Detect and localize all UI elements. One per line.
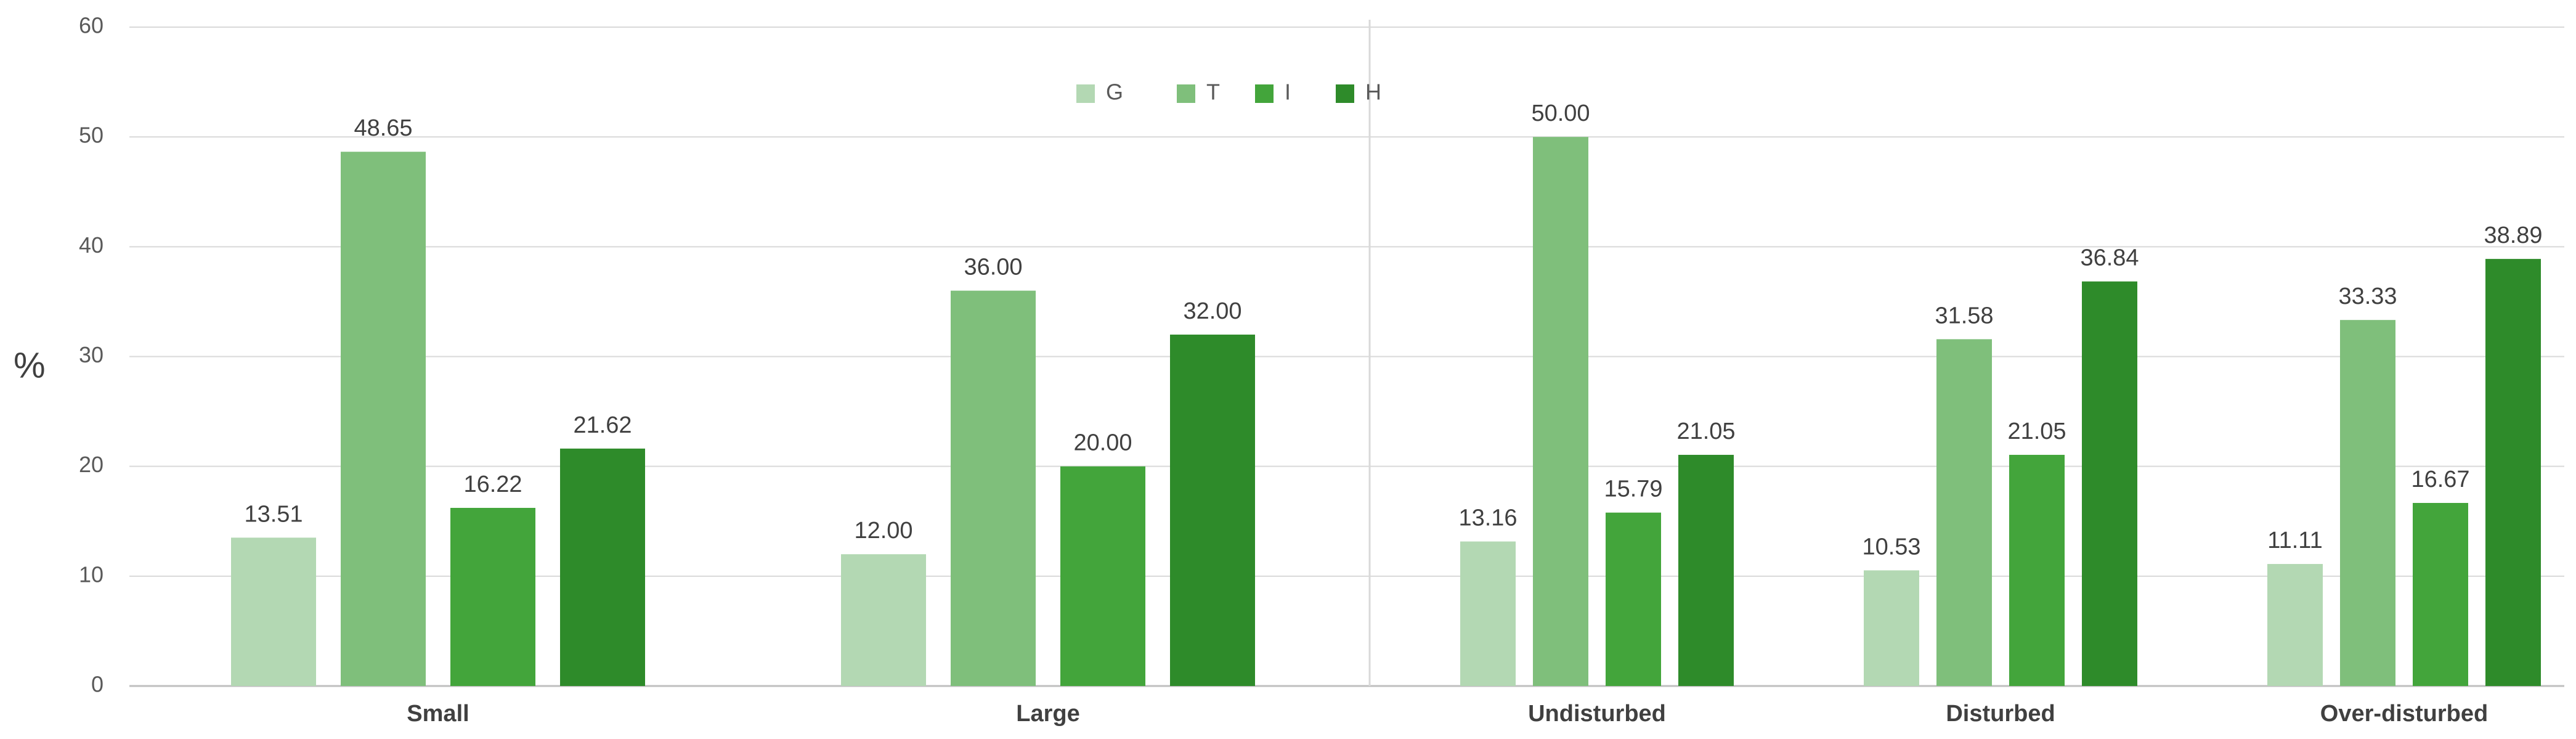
bar-t-small	[341, 152, 426, 686]
legend-swatch-t	[1177, 84, 1195, 103]
bar-h-over-disturbed	[2485, 259, 2541, 686]
data-label: 50.00	[1531, 100, 1590, 126]
data-label: 48.65	[354, 115, 412, 141]
bar-g-over-disturbed	[2267, 564, 2323, 686]
legend-label-h: H	[1365, 80, 1381, 105]
bar-i-undisturbed	[1606, 512, 1661, 686]
data-label: 31.58	[1935, 303, 1993, 329]
bar-g-large	[841, 554, 926, 686]
bars	[231, 137, 2541, 687]
data-label: 21.05	[2007, 418, 2066, 444]
legend-label-i: I	[1285, 80, 1291, 105]
bar-h-small	[560, 448, 645, 686]
data-label: 20.00	[1073, 430, 1132, 456]
legend-swatch-g	[1076, 84, 1095, 103]
bar-i-small	[450, 508, 535, 686]
data-label: 15.79	[1604, 476, 1662, 502]
bar-g-disturbed	[1864, 570, 1919, 686]
category-label: Disturbed	[1946, 701, 2055, 727]
y-tick-label: 20	[79, 452, 104, 477]
data-label: 33.33	[2338, 284, 2397, 309]
bar-i-over-disturbed	[2413, 502, 2468, 686]
bar-g-undisturbed	[1460, 541, 1516, 686]
legend-swatch-h	[1336, 84, 1354, 103]
data-label: 16.67	[2411, 467, 2469, 492]
category-label: Large	[1016, 701, 1079, 727]
category-label: Small	[407, 701, 469, 727]
bar-h-undisturbed	[1678, 454, 1734, 686]
bar-t-large	[951, 290, 1036, 687]
bar-g-small	[231, 537, 316, 686]
data-label: 12.00	[854, 518, 912, 544]
legend-swatch-i	[1255, 84, 1274, 103]
y-tick-label: 0	[91, 672, 104, 697]
y-tick-label: 10	[79, 561, 104, 587]
bar-i-disturbed	[2009, 454, 2065, 686]
data-label: 38.89	[2484, 223, 2542, 248]
data-label: 32.00	[1183, 298, 1241, 324]
bar-h-disturbed	[2082, 281, 2137, 686]
bar-i-large	[1060, 466, 1145, 686]
legend-label-t: T	[1206, 80, 1220, 105]
data-label: 11.11	[2267, 528, 2322, 553]
y-axis-ticks: 0 10 20 30 40 50 60	[79, 13, 104, 697]
data-label: 16.22	[463, 472, 522, 497]
bar-t-over-disturbed	[2340, 320, 2395, 686]
data-label: 21.05	[1676, 418, 1735, 444]
data-label: 13.51	[244, 501, 303, 527]
legend-label-g: G	[1106, 80, 1123, 105]
y-tick-label: 60	[79, 13, 104, 38]
bar-h-large	[1170, 334, 1255, 686]
y-axis-label: %	[14, 345, 46, 385]
data-label: 10.53	[1862, 534, 1920, 560]
category-labels: Small Large Undisturbed Disturbed Over-distu…	[407, 701, 2488, 727]
data-label: 13.16	[1458, 505, 1517, 531]
bar-t-undisturbed	[1533, 137, 1588, 686]
data-label: 36.00	[964, 255, 1022, 280]
data-labels: 13.51 48.65 16.22 21.62 12.00 36.00 20.00 32.00…	[244, 100, 2542, 560]
category-label: Over-disturbed	[2320, 701, 2488, 727]
category-label: Undisturbed	[1528, 701, 1666, 727]
bar-t-disturbed	[1936, 339, 1992, 686]
y-tick-label: 50	[79, 123, 104, 148]
data-label: 36.84	[2080, 245, 2139, 271]
data-label: 21.62	[573, 412, 632, 438]
y-tick-label: 40	[79, 232, 104, 258]
y-tick-label: 30	[79, 342, 104, 367]
